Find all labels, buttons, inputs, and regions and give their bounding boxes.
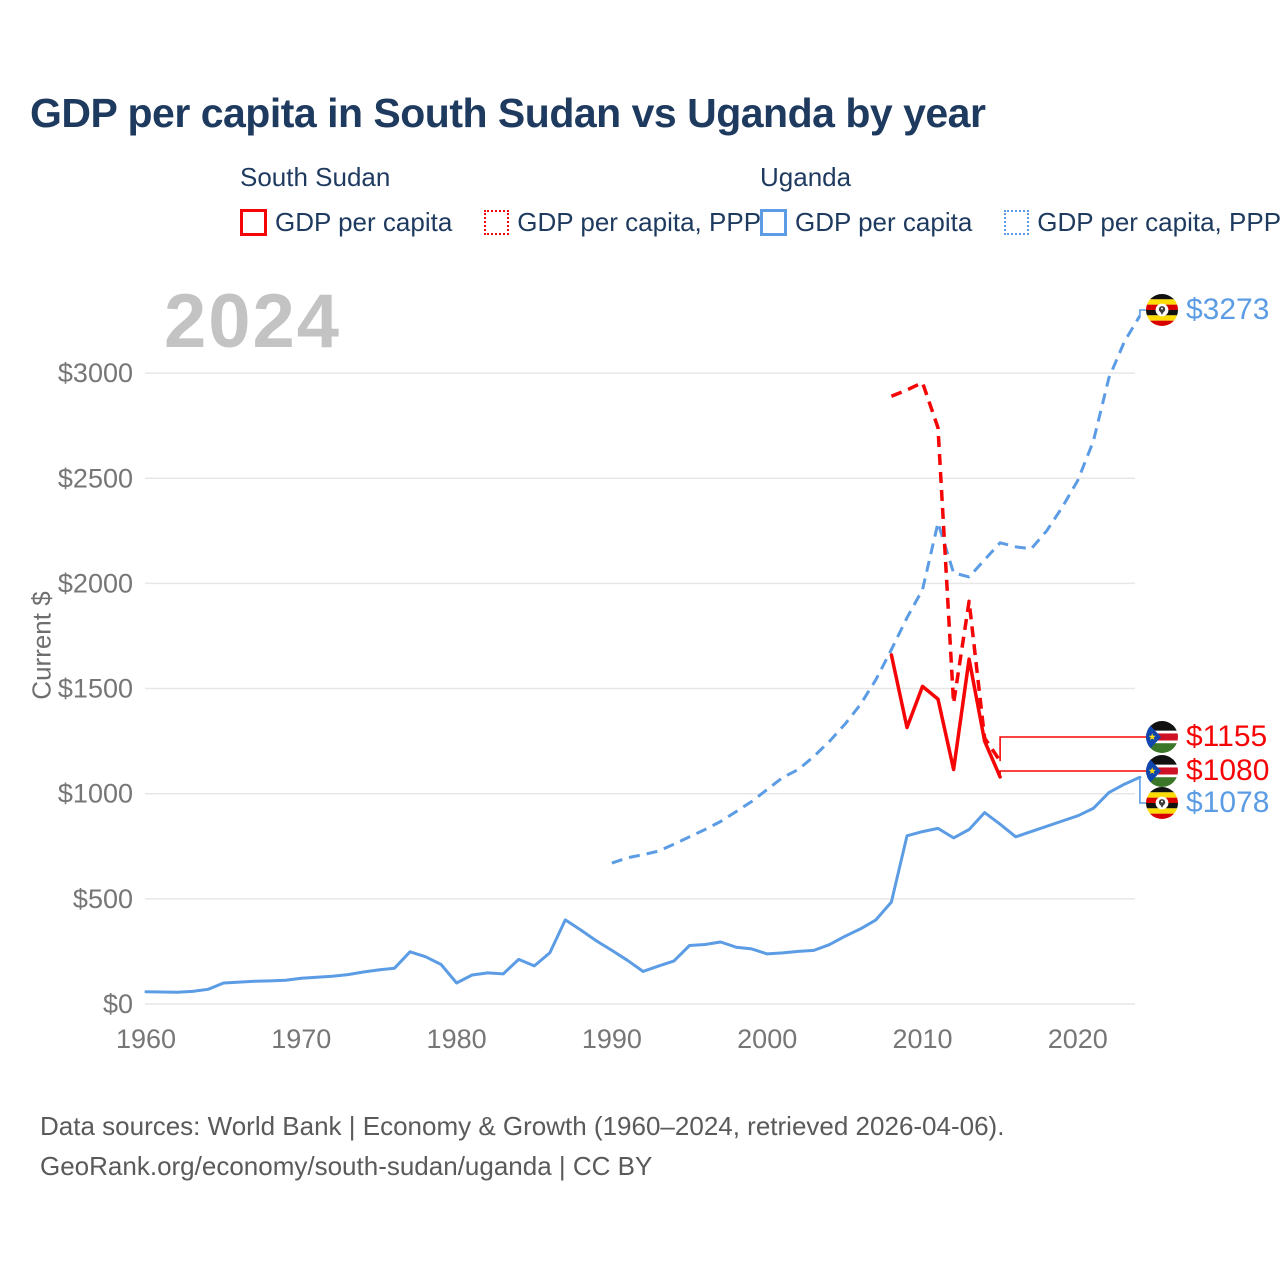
x-tick-label: 2020 — [1048, 1024, 1108, 1054]
end-label-value: $1080 — [1186, 754, 1270, 787]
x-tick-label: 1990 — [582, 1024, 642, 1054]
end-label-value: $3273 — [1186, 293, 1270, 326]
year-watermark: 2024 — [164, 279, 342, 364]
footer-sources-line: Data sources: World Bank | Economy & Gro… — [40, 1111, 1005, 1141]
series-line-ssd_ppp — [890, 380, 1002, 763]
y-tick-label: $1500 — [58, 674, 133, 704]
legend-item-ss-gdp: GDP per capita — [240, 207, 452, 238]
chart-title: GDP per capita in South Sudan vs Uganda … — [30, 90, 986, 136]
legend-item-label: GDP per capita — [795, 207, 973, 237]
end-label-value: $1078 — [1186, 786, 1270, 819]
end-label-ssd_gdp: $1080 — [1146, 754, 1270, 787]
uganda-flag-icon — [1146, 787, 1178, 819]
x-tick-label: 2010 — [892, 1024, 952, 1054]
end-label-uganda_ppp: $3273 — [1146, 293, 1270, 326]
y-tick-label: $2000 — [58, 568, 133, 598]
x-tick-label: 2000 — [737, 1024, 797, 1054]
end-label-uganda_gdp: $1078 — [1146, 786, 1270, 819]
legend-item-label: GDP per capita, PPP — [517, 207, 762, 237]
legend-group-south-sudan: South Sudan GDP per capita GDP per capit… — [240, 162, 761, 238]
solid-line-swatch-icon — [760, 209, 787, 236]
legend-heading-uganda: Uganda — [760, 162, 852, 192]
series-line-ssd_gdp — [889, 653, 1002, 779]
end-label-ssd_ppp: $1155 — [1146, 720, 1268, 753]
series-line-uganda_ppp — [611, 314, 1142, 865]
south-sudan-flag-icon — [1146, 721, 1178, 753]
end-label-value: $1155 — [1186, 720, 1268, 753]
south-sudan-flag-icon — [1146, 755, 1178, 787]
y-tick-label: $0 — [103, 989, 133, 1019]
y-tick-label: $500 — [73, 884, 133, 914]
dotted-line-swatch-icon — [1004, 210, 1030, 235]
solid-line-swatch-icon — [240, 209, 267, 236]
end-label-connector-ssd_gdp — [999, 770, 1162, 777]
dotted-line-swatch-icon — [484, 210, 510, 235]
legend-items-south-sudan: GDP per capita GDP per capita, PPP — [240, 207, 761, 238]
uganda-flag-icon — [1146, 294, 1178, 326]
legend-items-uganda: GDP per capita GDP per capita, PPP — [760, 207, 1280, 238]
x-tick-label: 1980 — [427, 1024, 487, 1054]
legend-item-ss-ppp: GDP per capita, PPP — [484, 207, 761, 238]
legend-item-ug-gdp: GDP per capita — [760, 207, 972, 238]
legend-item-label: GDP per capita — [275, 207, 453, 237]
y-tick-label: $1000 — [58, 779, 133, 809]
legend-group-uganda: Uganda GDP per capita GDP per capita, PP… — [760, 162, 1280, 238]
y-tick-label: $2500 — [58, 463, 133, 493]
footer: Data sources: World Bank | Economy & Gro… — [40, 1106, 1004, 1186]
footer-attribution-line: GeoRank.org/economy/south-sudan/uganda |… — [40, 1151, 653, 1181]
legend-item-ug-ppp: GDP per capita, PPP — [1004, 207, 1280, 238]
y-tick-label: $3000 — [58, 358, 133, 388]
legend-heading-south-sudan: South Sudan — [240, 162, 391, 192]
series-line-uganda_gdp — [144, 775, 1142, 994]
x-tick-label: 1970 — [271, 1024, 331, 1054]
legend-item-label: GDP per capita, PPP — [1037, 207, 1280, 237]
end-label-connector-ssd_ppp — [999, 736, 1162, 762]
x-tick-label: 1960 — [116, 1024, 176, 1054]
